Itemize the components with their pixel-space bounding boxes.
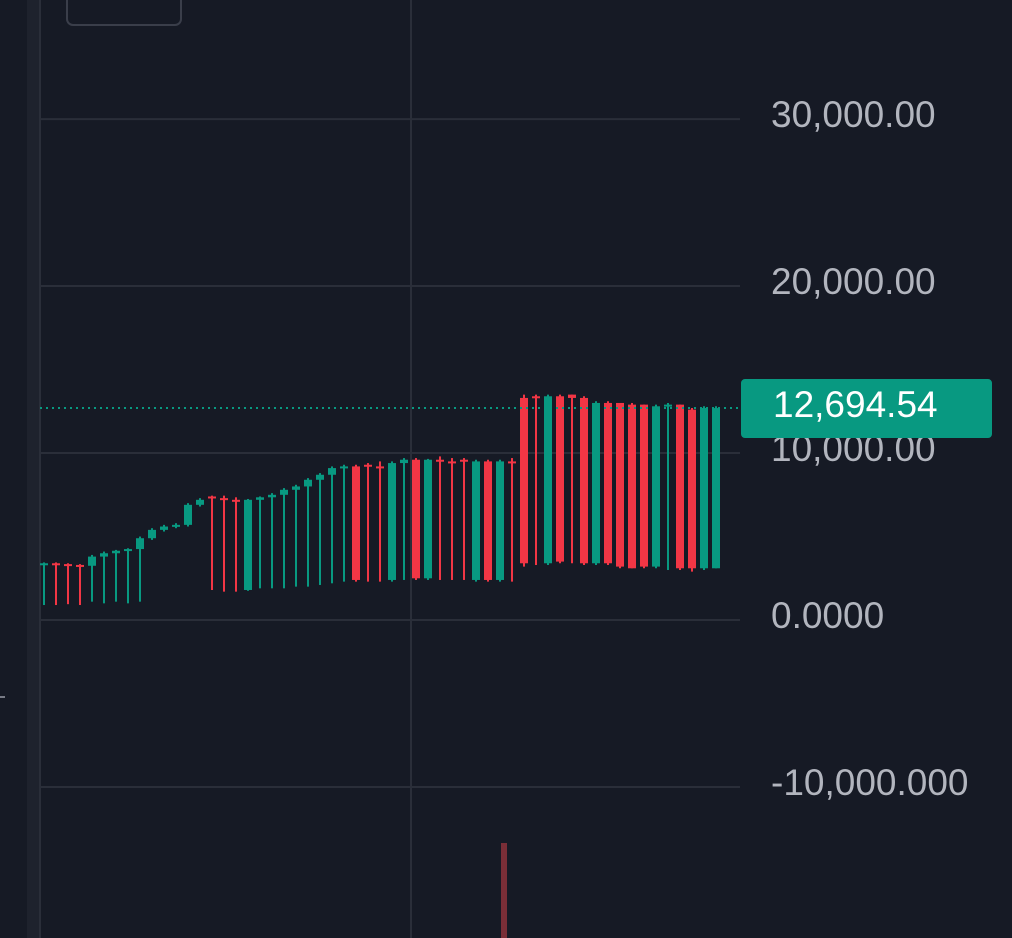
last-price-box bbox=[741, 379, 992, 439]
candle-body bbox=[640, 404, 648, 567]
candle-body bbox=[556, 396, 564, 562]
candle-body bbox=[580, 397, 588, 564]
candle-body bbox=[292, 486, 300, 490]
candle-body bbox=[532, 396, 540, 399]
candle-body bbox=[64, 564, 72, 567]
candle-body bbox=[376, 466, 384, 469]
volume-bar bbox=[501, 843, 507, 938]
candle-body bbox=[412, 459, 420, 579]
candle-body bbox=[256, 497, 264, 500]
toolbar-button[interactable] bbox=[66, 0, 182, 26]
candle-body bbox=[196, 499, 204, 505]
candle-body bbox=[700, 407, 708, 569]
candle-body bbox=[40, 563, 48, 566]
candle-body bbox=[664, 404, 672, 407]
candle-body bbox=[136, 538, 144, 550]
candle-body bbox=[148, 529, 156, 539]
candle-body bbox=[52, 563, 60, 566]
candle-body bbox=[88, 556, 96, 566]
candle-body bbox=[712, 408, 720, 569]
candle-body bbox=[352, 466, 360, 580]
candle-body bbox=[172, 524, 180, 527]
candle-body bbox=[496, 461, 504, 580]
candle-body bbox=[484, 461, 492, 580]
candle-body bbox=[340, 466, 348, 469]
candle-body bbox=[604, 402, 612, 564]
last-price-label: 12,694.54 bbox=[773, 384, 938, 425]
candle-body bbox=[520, 397, 528, 564]
candle-body bbox=[592, 402, 600, 564]
candle-body bbox=[76, 564, 84, 567]
candle-body bbox=[112, 550, 120, 554]
candle-body bbox=[364, 464, 372, 467]
candle-body bbox=[628, 404, 636, 569]
candle-body bbox=[316, 474, 324, 480]
candle-body bbox=[424, 459, 432, 579]
candle-body bbox=[208, 496, 216, 499]
candle-body bbox=[400, 459, 408, 464]
candle-body bbox=[472, 461, 480, 580]
candle-body bbox=[100, 553, 108, 557]
candle-body bbox=[244, 499, 252, 590]
candle-body bbox=[616, 402, 624, 567]
candle-body bbox=[448, 461, 456, 464]
candle-body bbox=[220, 498, 228, 501]
y-tick-label: 20,000.00 bbox=[771, 261, 936, 302]
candle-body bbox=[280, 489, 288, 495]
candle-body bbox=[676, 404, 684, 569]
candle-body bbox=[460, 459, 468, 462]
candle-body bbox=[232, 499, 240, 502]
candle-body bbox=[304, 479, 312, 487]
y-tick-label: 0.0000 bbox=[771, 595, 884, 636]
candle-body bbox=[436, 459, 444, 462]
candle-body bbox=[652, 406, 660, 567]
axis-labels: 30,000.0020,000.0010,000.000.0000-10,000… bbox=[741, 94, 992, 803]
candle-body bbox=[184, 504, 192, 525]
candles bbox=[40, 394, 740, 606]
y-tick-label: 30,000.00 bbox=[771, 94, 936, 135]
candle-body bbox=[508, 461, 516, 464]
candle-body bbox=[544, 396, 552, 564]
candle-body bbox=[688, 409, 696, 569]
pane-divider bbox=[27, 0, 40, 938]
candle-body bbox=[160, 526, 168, 530]
candle-body bbox=[328, 468, 336, 475]
y-tick-label: -10,000.000 bbox=[771, 762, 969, 803]
candle-body bbox=[568, 394, 576, 398]
candle-body bbox=[388, 463, 396, 580]
candle-body bbox=[124, 549, 132, 552]
candle-body bbox=[268, 494, 276, 498]
